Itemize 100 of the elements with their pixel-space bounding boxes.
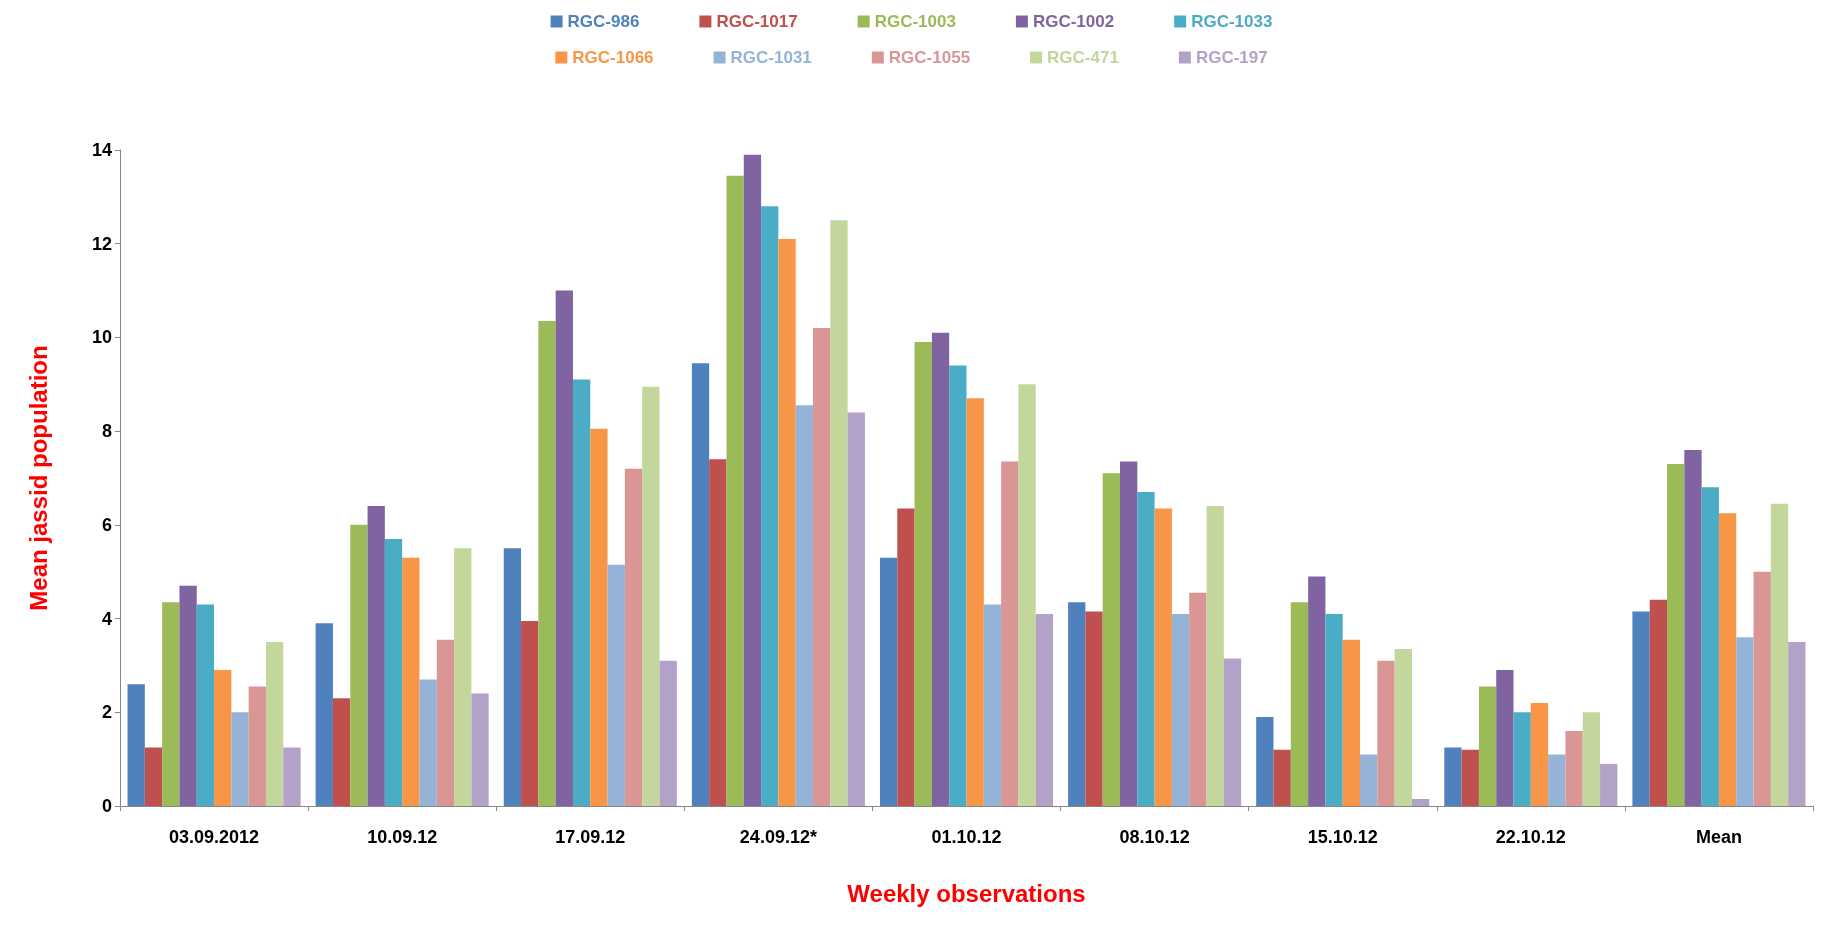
bar [813, 328, 831, 806]
x-tick-label: 01.10.12 [931, 827, 1002, 847]
legend-label: RGC-1003 [874, 12, 956, 31]
bar [795, 405, 813, 806]
bar [1770, 503, 1789, 806]
bar [1068, 602, 1086, 806]
bar [1171, 613, 1190, 806]
bar [1290, 602, 1309, 806]
bar [265, 642, 284, 806]
y-tick-label: 6 [101, 514, 112, 535]
bar [607, 564, 625, 806]
bar [454, 548, 472, 806]
bar [1273, 749, 1291, 806]
bar [1632, 611, 1650, 806]
bar [914, 342, 932, 806]
bar [1478, 686, 1497, 806]
y-tick-label: 8 [101, 421, 112, 442]
bar [1461, 749, 1479, 806]
bar [949, 365, 967, 806]
x-tick-label: 10.09.12 [367, 827, 438, 847]
bar [1444, 747, 1462, 806]
bar [144, 747, 163, 806]
y-tick-label: 14 [91, 140, 112, 160]
bar [1667, 463, 1685, 806]
x-tick-label: 22.10.12 [1495, 827, 1566, 847]
bar [847, 412, 865, 806]
bar [691, 363, 710, 806]
bar [590, 428, 608, 806]
bar [231, 712, 249, 806]
bar [1035, 613, 1054, 806]
bar [127, 684, 145, 806]
y-tick-label: 2 [101, 702, 112, 723]
bar [1788, 642, 1806, 806]
bar [538, 321, 556, 806]
bar [1565, 731, 1583, 806]
bar [642, 386, 660, 806]
legend-label: RGC-1066 [572, 48, 654, 67]
bar [1154, 508, 1172, 806]
bar [248, 686, 266, 806]
bar [1377, 660, 1395, 806]
legend-label: RGC-986 [567, 12, 640, 31]
bar [367, 506, 385, 806]
bar [1718, 513, 1737, 806]
bar [503, 548, 522, 806]
bar [659, 660, 677, 806]
bar [214, 670, 232, 806]
bar [1582, 712, 1601, 806]
x-tick-label: 17.09.12 [555, 827, 626, 847]
bar [419, 679, 437, 806]
bar [1496, 670, 1514, 806]
bar [879, 557, 898, 806]
bar [521, 620, 539, 806]
bar [1411, 798, 1430, 806]
bar [162, 602, 180, 806]
legend-label: RGC-1002 [1032, 12, 1115, 31]
bar [1308, 576, 1326, 806]
bar [384, 538, 403, 806]
y-tick-label: 4 [101, 608, 112, 629]
bar [1256, 716, 1274, 806]
bar [966, 398, 984, 806]
bar [1360, 754, 1378, 806]
bar [315, 623, 333, 806]
bar [1394, 649, 1412, 806]
bar [1736, 637, 1754, 806]
x-axis-title: Weekly observations [847, 879, 1086, 907]
bar [1649, 599, 1668, 806]
bar [1102, 473, 1120, 806]
bar [983, 604, 1002, 806]
bar [1325, 613, 1343, 806]
x-tick-label: 24.09.12* [739, 827, 817, 847]
bar [1548, 754, 1566, 806]
x-tick-label: 08.10.12 [1119, 827, 1190, 847]
bar [1189, 592, 1207, 806]
legend-label: RGC-1017 [716, 12, 798, 31]
bar [1206, 506, 1224, 806]
bar [179, 585, 197, 806]
legend-label: RGC-197 [1195, 48, 1268, 67]
y-tick-label: 0 [101, 796, 112, 816]
bar [1513, 712, 1531, 806]
bar [1342, 639, 1361, 806]
y-tick-label: 10 [91, 327, 112, 348]
bar [1018, 384, 1036, 806]
bar [196, 604, 215, 806]
bar [1701, 487, 1719, 806]
bar [709, 459, 727, 806]
y-tick-label: 12 [91, 233, 112, 254]
legend-label: RGC-1033 [1191, 12, 1273, 31]
bar [1600, 763, 1618, 806]
bar [436, 639, 455, 806]
bar [402, 557, 420, 806]
bar [931, 332, 950, 806]
bar [332, 698, 351, 806]
x-tick-label: 03.09.2012 [169, 827, 260, 847]
bar [1001, 461, 1019, 806]
legend-label: RGC-471 [1047, 48, 1119, 67]
legend-label: RGC-1031 [730, 48, 812, 67]
x-tick-label: 15.10.12 [1307, 827, 1378, 847]
x-tick-label: Mean [1695, 827, 1742, 847]
bar [897, 508, 915, 806]
bar [1085, 611, 1103, 806]
